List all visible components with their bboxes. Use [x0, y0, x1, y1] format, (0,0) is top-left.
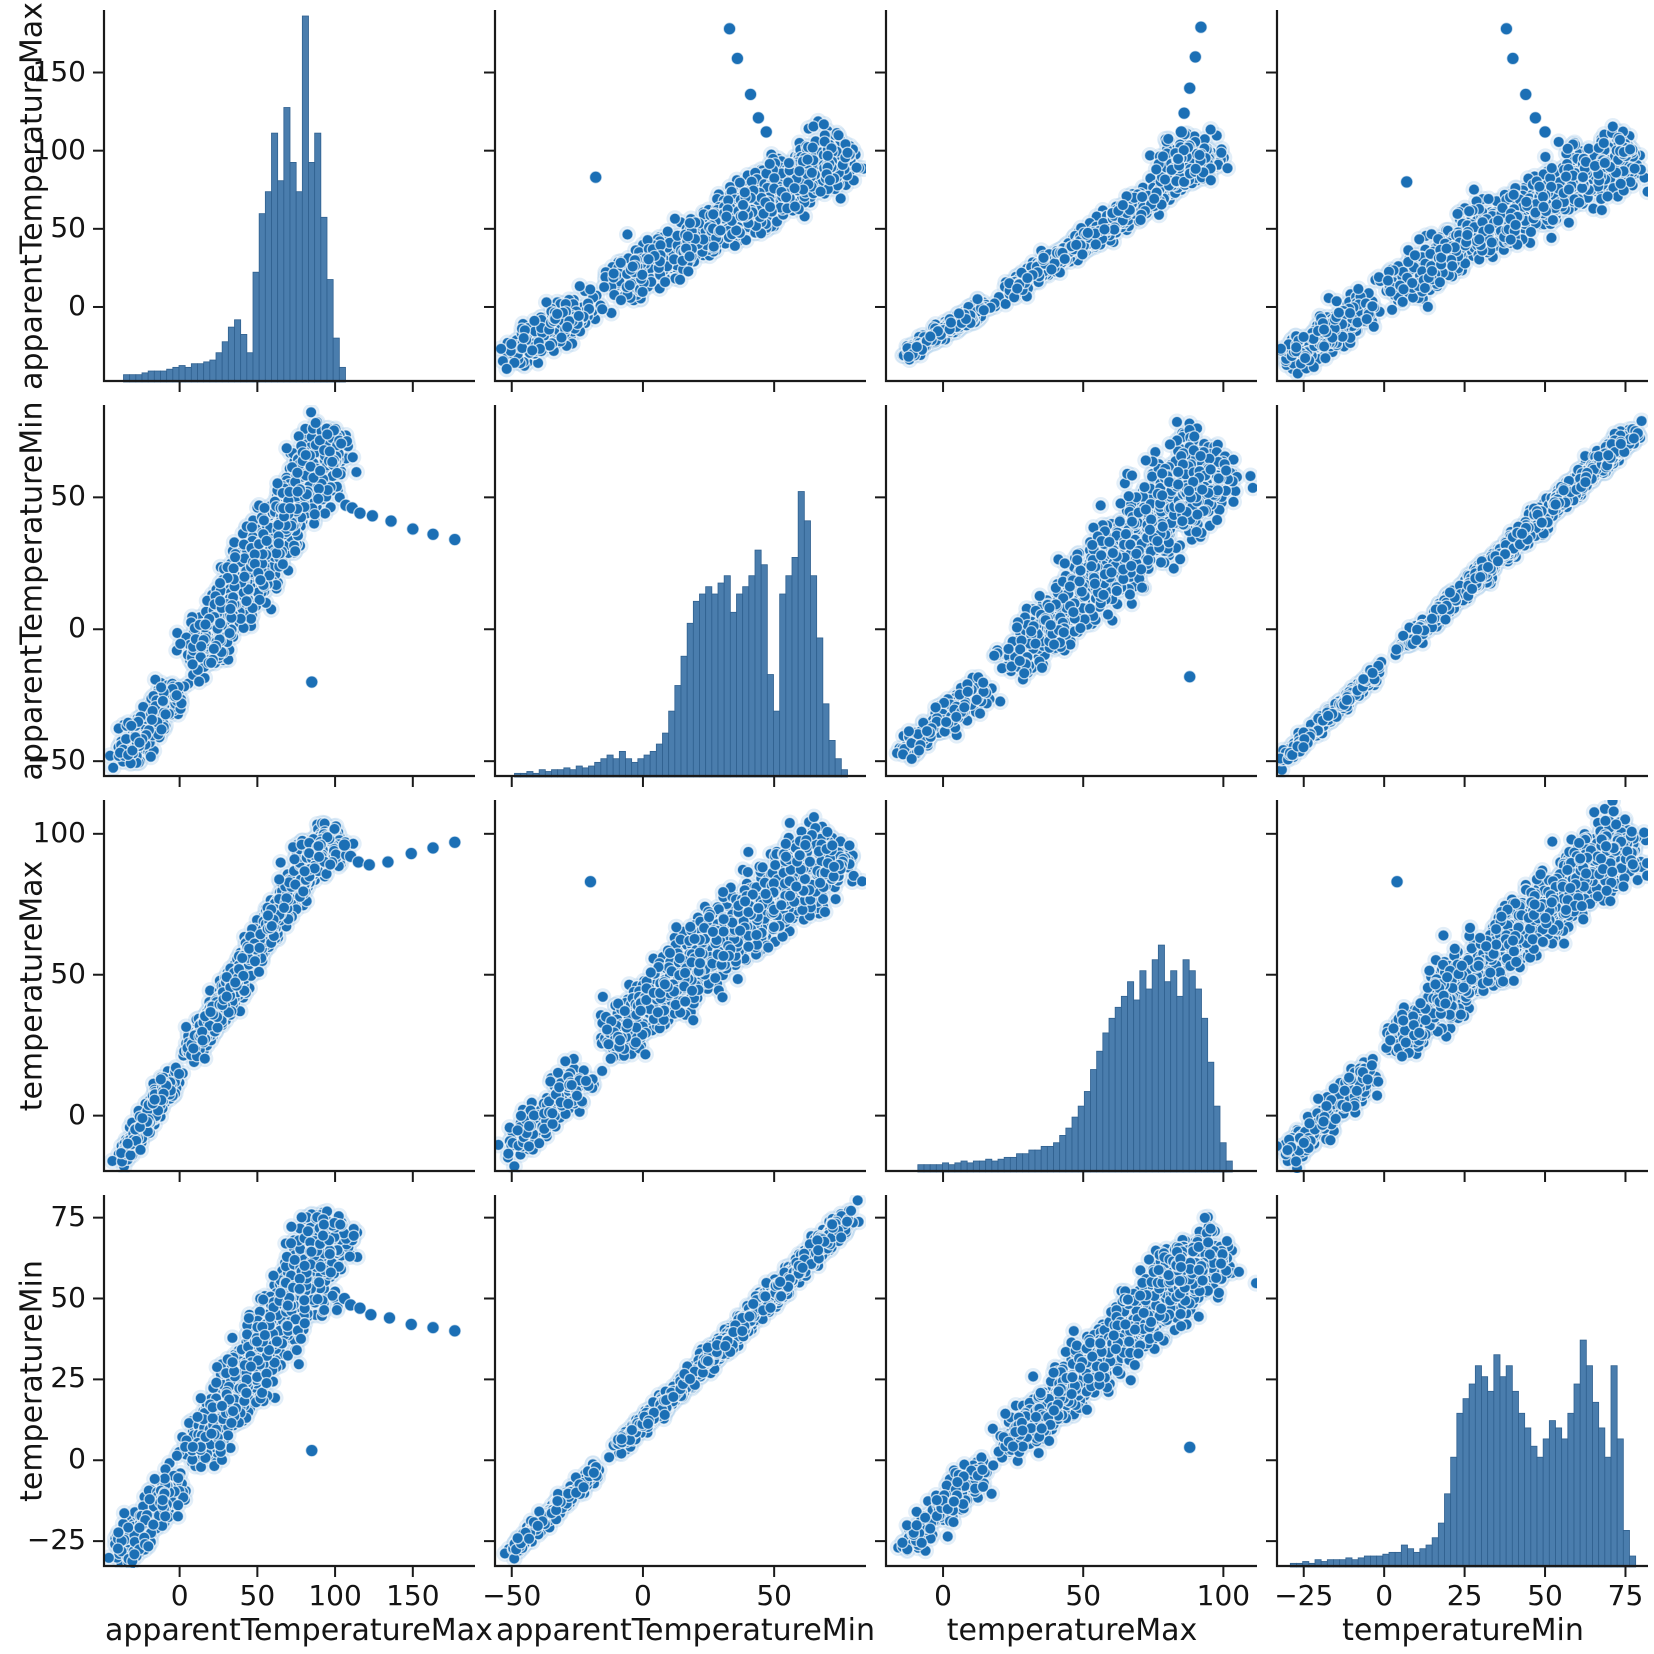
y-tick-label-temperatureMin-0: 0 [68, 1442, 86, 1476]
x-tick-label-apparentTemperatureMax-100: 100 [308, 1579, 362, 1612]
y-tick-label-apparentTemperatureMin-50: 50 [50, 479, 86, 513]
x-tick-label-apparentTemperatureMin-0: 0 [634, 1579, 652, 1612]
x-tick-label-apparentTemperatureMin-50: 50 [756, 1579, 792, 1612]
cell-scatter-temperatureMin-vs-temperatureMax [873, 1195, 1257, 1581]
cell-histogram-temperatureMax [873, 800, 1257, 1186]
x-axis-label-temperatureMin: temperatureMin [1342, 1613, 1584, 1648]
y-tick-label-temperatureMin-25: 25 [50, 1361, 86, 1395]
y-tick-label-apparentTemperatureMax-100: 100 [32, 132, 86, 166]
cell-histogram-apparentTemperatureMin [482, 405, 866, 791]
x-axis-label-apparentTemperatureMax: apparentTemperatureMax [105, 1613, 493, 1648]
y-tick-label-temperatureMax-100: 100 [32, 815, 86, 849]
cell-scatter-temperatureMax-vs-temperatureMin [1264, 800, 1648, 1186]
cell-scatter-temperatureMax-vs-apparentTemperatureMax [91, 800, 475, 1186]
y-axis-label-apparentTemperatureMax: apparentTemperatureMax [14, 2, 50, 390]
y-tick-label-temperatureMin-75: 75 [50, 1199, 86, 1233]
cell-scatter-apparentTemperatureMin-vs-apparentTemperatureMax [91, 405, 475, 791]
x-tick-label-temperatureMax-0: 0 [934, 1579, 952, 1612]
cell-scatter-temperatureMax-vs-apparentTemperatureMin [482, 800, 866, 1186]
x-tick-label-temperatureMax-50: 50 [1065, 1579, 1102, 1612]
y-tick-label-temperatureMax-50: 50 [50, 956, 86, 990]
y-tick-label-temperatureMax-0: 0 [68, 1097, 86, 1131]
cell-scatter-apparentTemperatureMax-vs-apparentTemperatureMin [482, 10, 866, 396]
cell-scatter-apparentTemperatureMax-vs-temperatureMin [1264, 10, 1648, 396]
x-tick-label-temperatureMin-25: 25 [1446, 1579, 1483, 1612]
y-tick-label-apparentTemperatureMin-0: 0 [68, 611, 86, 645]
cell-histogram-apparentTemperatureMax [91, 10, 475, 396]
cell-scatter-apparentTemperatureMin-vs-temperatureMax [873, 405, 1257, 791]
y-tick-label-temperatureMin-50: 50 [50, 1280, 86, 1314]
x-tick-label-apparentTemperatureMin--50: −50 [482, 1579, 542, 1612]
cell-scatter-apparentTemperatureMax-vs-temperatureMax [873, 10, 1257, 396]
y-axis-label-apparentTemperatureMin: apparentTemperatureMin [14, 401, 50, 781]
y-axis-label-temperatureMin: temperatureMin [14, 1260, 50, 1502]
y-tick-label-apparentTemperatureMax-150: 150 [32, 54, 86, 88]
x-tick-label-temperatureMin-0: 0 [1375, 1579, 1394, 1612]
x-axis-label-temperatureMax: temperatureMax [946, 1613, 1198, 1648]
y-tick-label-apparentTemperatureMin--50: −50 [26, 743, 86, 777]
x-axis-label-apparentTemperatureMin: apparentTemperatureMin [496, 1613, 876, 1648]
x-tick-label-apparentTemperatureMax-150: 150 [386, 1579, 440, 1612]
x-tick-label-apparentTemperatureMax-0: 0 [170, 1579, 189, 1612]
x-tick-label-temperatureMin-50: 50 [1527, 1579, 1563, 1612]
x-tick-label-temperatureMin--25: −25 [1274, 1579, 1334, 1612]
y-tick-label-apparentTemperatureMax-0: 0 [68, 288, 86, 322]
x-tick-label-apparentTemperatureMax-50: 50 [239, 1579, 276, 1612]
y-tick-label-apparentTemperatureMax-50: 50 [50, 210, 86, 244]
cell-scatter-temperatureMin-vs-apparentTemperatureMin [482, 1195, 866, 1581]
cell-scatter-apparentTemperatureMin-vs-temperatureMin [1264, 405, 1648, 791]
cell-scatter-temperatureMin-vs-apparentTemperatureMax [91, 1195, 475, 1581]
y-axis-label-temperatureMax: temperatureMax [14, 860, 50, 1112]
x-tick-label-temperatureMin-75: 75 [1607, 1579, 1644, 1612]
x-tick-label-temperatureMax-100: 100 [1196, 1579, 1251, 1612]
cell-histogram-temperatureMin [1264, 1195, 1648, 1581]
y-tick-label-temperatureMin--25: −25 [26, 1523, 86, 1557]
